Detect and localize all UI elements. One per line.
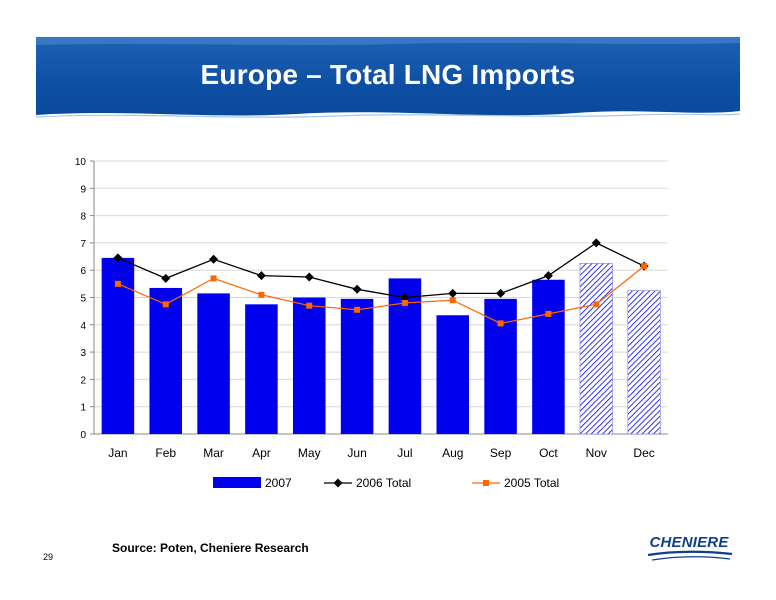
legend-label-2007: 2007	[265, 476, 292, 490]
bar-2007-aug	[436, 315, 470, 434]
page-number: 29	[43, 552, 54, 562]
point-2006-total-jun	[352, 284, 362, 294]
title-banner: Europe – Total LNG Imports	[36, 37, 740, 125]
legend-label-2006: 2006 Total	[356, 476, 411, 490]
bar-2007-sep	[484, 298, 517, 434]
x-tick-label-nov: Nov	[586, 446, 607, 460]
point-2005-total-may	[306, 302, 313, 309]
y-tick-label: 4	[80, 321, 86, 332]
point-2006-total-oct	[543, 271, 553, 281]
x-tick-label-apr: Apr	[252, 446, 271, 460]
point-2006-total-aug	[448, 288, 458, 298]
bar-2007-nov	[579, 263, 613, 435]
point-2006-total-apr	[256, 271, 266, 281]
point-2006-total-feb	[161, 273, 171, 283]
point-2006-total-jan	[113, 253, 123, 263]
point-2005-total-jul	[401, 299, 408, 306]
y-tick-label: 3	[80, 348, 86, 359]
legend-swatch-2007	[213, 477, 261, 488]
x-tick-label-feb: Feb	[155, 446, 176, 460]
point-2005-total-oct	[545, 310, 552, 317]
source-note: Source: Poten, Cheniere Research	[112, 541, 309, 555]
logo-text: CHENIERE	[649, 534, 729, 551]
point-2005-total-jun	[354, 306, 361, 313]
point-2005-total-apr	[258, 291, 265, 298]
point-2006-total-nov	[591, 238, 601, 248]
x-tick-label-oct: Oct	[539, 446, 558, 460]
banner-bottom-swoosh	[36, 111, 740, 125]
y-tick-label: 6	[80, 266, 86, 277]
y-tick-label: 10	[75, 157, 87, 168]
y-tick-label: 5	[80, 294, 86, 305]
x-tick-label-jun: Jun	[347, 446, 366, 460]
x-tick-label-may: May	[298, 446, 321, 460]
point-2006-total-jul	[400, 293, 410, 302]
cheniere-logo: CHENIERE	[644, 533, 734, 569]
legend-label-2005: 2005 Total	[504, 476, 559, 490]
bar-2007-feb	[149, 287, 183, 434]
x-tick-label-sep: Sep	[490, 446, 512, 460]
banner-top-swoosh	[36, 37, 740, 45]
page-title: Europe – Total LNG Imports	[200, 59, 576, 90]
line-2005-total	[117, 265, 645, 325]
legend-swatch-2006-marker	[333, 478, 343, 488]
logo-swoosh	[647, 550, 733, 561]
bar-2007-apr	[245, 304, 278, 434]
point-2005-total-mar	[210, 275, 217, 282]
point-2006-total-sep	[496, 288, 506, 298]
point-2005-total-dec	[641, 263, 648, 270]
x-tick-label-mar: Mar	[203, 446, 224, 460]
y-tick-label: 0	[80, 430, 86, 441]
x-tick-label-dec: Dec	[633, 446, 654, 460]
chart-legend: 2007 2006 Total 2005 Total	[213, 476, 559, 490]
line-2006-total	[117, 242, 645, 299]
bar-2007-jan	[101, 257, 135, 434]
point-2005-total-aug	[449, 297, 456, 304]
legend-swatch-2005-marker	[483, 480, 489, 486]
bar-2007-may	[292, 297, 326, 434]
y-tick-label: 8	[80, 212, 86, 223]
lng-imports-chart: 0 1 2 3 4 5 6 7 8 9 10 Jan Feb Mar Apr May Jun Jul Aug Sep O…	[75, 157, 668, 490]
bar-2007-jun	[340, 298, 374, 434]
point-2005-total-jan	[114, 280, 121, 287]
y-tick-label: 9	[80, 184, 86, 195]
bar-2007-mar	[197, 293, 230, 434]
y-tick-label: 7	[80, 239, 86, 250]
x-tick-label-jul: Jul	[397, 446, 412, 460]
x-tick-label-jan: Jan	[108, 446, 127, 460]
point-2005-total-nov	[593, 301, 600, 308]
y-tick-label: 1	[80, 403, 86, 414]
bar-2007-oct	[532, 279, 565, 434]
point-2006-total-may	[304, 272, 314, 282]
point-2005-total-sep	[497, 320, 504, 327]
point-2005-total-feb	[162, 301, 169, 308]
bar-2007-dec	[627, 290, 661, 435]
point-2006-total-mar	[209, 254, 219, 264]
x-tick-label-aug: Aug	[442, 446, 463, 460]
y-tick-label: 2	[80, 375, 86, 386]
